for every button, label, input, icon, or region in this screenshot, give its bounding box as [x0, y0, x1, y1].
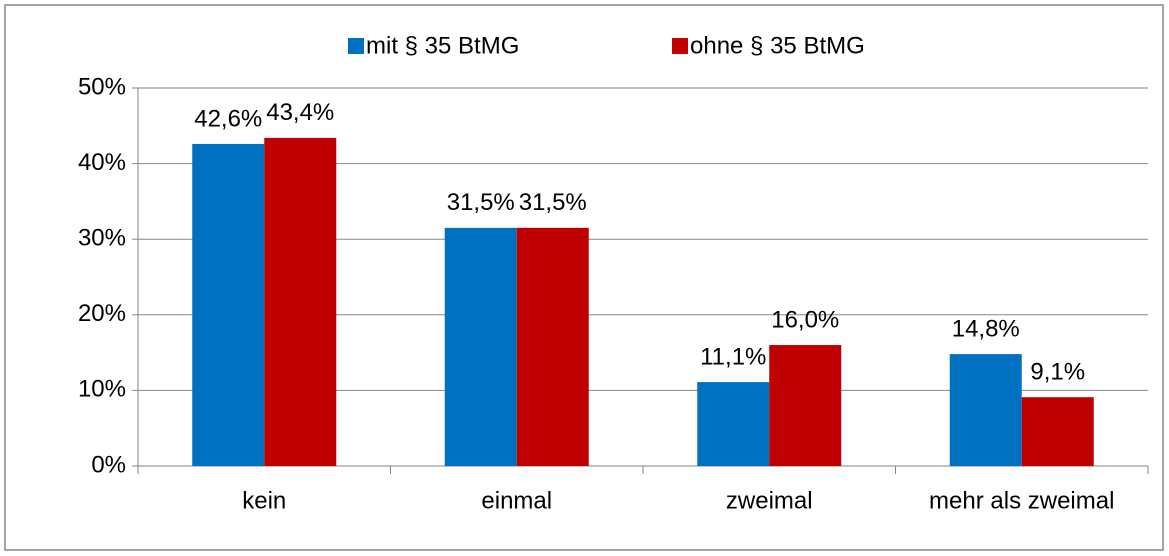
y-tick-label: 40% — [78, 149, 126, 176]
value-label: 31,5% — [519, 189, 587, 216]
bar — [192, 143, 265, 466]
y-tick-label: 30% — [78, 225, 126, 252]
legend-label: mit § 35 BtMG — [366, 32, 519, 59]
x-tick-label: mehr als zweimal — [929, 487, 1114, 514]
x-tick-label: kein — [242, 487, 286, 514]
y-tick-label: 50% — [78, 73, 126, 100]
y-tick-label: 0% — [91, 451, 126, 478]
bar — [264, 137, 337, 466]
y-tick-label: 10% — [78, 376, 126, 403]
legend-label: ohne § 35 BtMG — [690, 32, 865, 59]
value-label: 31,5% — [447, 189, 515, 216]
legend-swatch — [348, 38, 364, 54]
value-label: 11,1% — [700, 343, 766, 370]
x-tick-label: einmal — [481, 487, 552, 514]
x-tick-label: zweimal — [726, 487, 813, 514]
bar — [697, 382, 770, 466]
bar — [1021, 397, 1094, 466]
value-label: 9,1% — [1030, 359, 1085, 386]
value-label: 43,4% — [266, 99, 334, 126]
y-tick-label: 20% — [78, 300, 126, 327]
value-label: 16,0% — [771, 306, 839, 333]
legend-swatch — [672, 38, 688, 54]
value-label: 42,6% — [194, 105, 262, 132]
bar — [949, 354, 1022, 466]
bar — [769, 345, 842, 466]
value-label: 14,8% — [952, 315, 1020, 342]
bar — [444, 227, 517, 466]
bar — [516, 227, 589, 466]
